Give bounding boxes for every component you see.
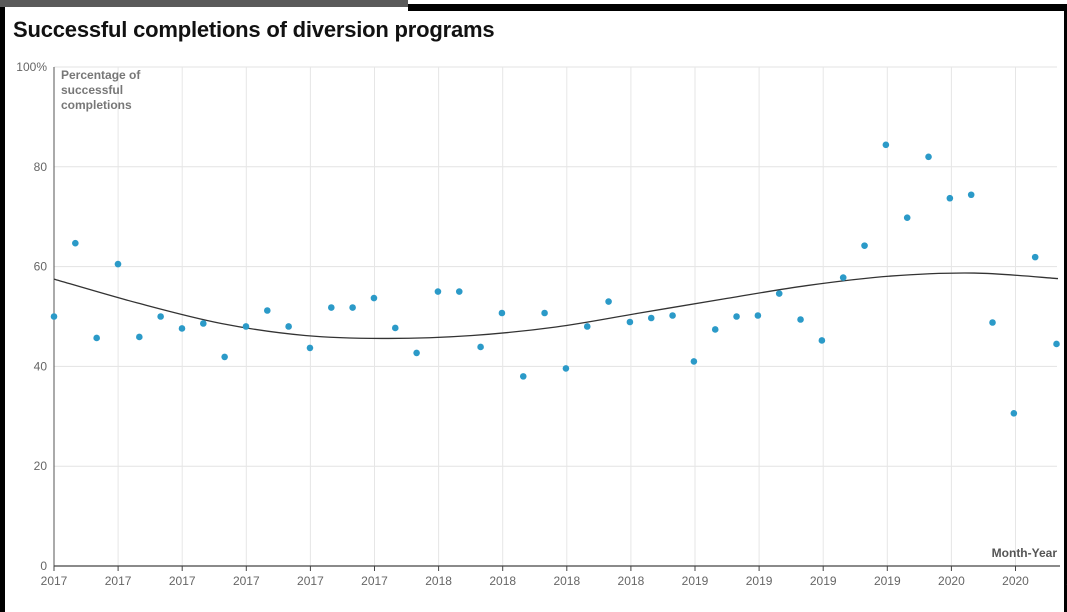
- data-point: [50, 313, 58, 320]
- data-point: [498, 309, 506, 317]
- data-point: [690, 358, 698, 365]
- data-point: [647, 314, 655, 322]
- data-point: [903, 214, 911, 221]
- y-tick-label: 20: [34, 459, 48, 473]
- data-point: [754, 312, 762, 319]
- data-point: [818, 337, 826, 344]
- x-tick-label: 2017: [41, 574, 68, 588]
- window-top-tab: [0, 0, 408, 7]
- data-point: [882, 141, 890, 149]
- x-axis-ticks: 2017 2017 2017 2017 2017 2017 2018 2018 2018 2018…: [41, 566, 1067, 588]
- x-tick-label: 2017: [297, 574, 324, 588]
- data-point: [946, 194, 954, 202]
- x-tick-label: 2017: [233, 574, 260, 588]
- data-point: [264, 307, 271, 314]
- x-tick-label: 2017: [361, 574, 388, 588]
- data-point: [583, 323, 591, 330]
- data-point: [242, 323, 250, 330]
- x-tick-label: 2018: [489, 574, 516, 588]
- data-points: [50, 141, 1060, 417]
- data-point: [669, 312, 676, 319]
- data-point: [221, 353, 228, 361]
- y-tick-label: 80: [34, 160, 48, 174]
- x-tick-label: 2019: [810, 574, 837, 588]
- trendline-curve: [53, 272, 1059, 340]
- data-point: [989, 319, 996, 326]
- data-point: [861, 242, 868, 249]
- x-tick-label: 2020: [1002, 574, 1029, 588]
- window-top-border: [408, 4, 1067, 11]
- grid-lines: [54, 66, 1057, 566]
- x-tick-label: 2019: [746, 574, 773, 588]
- y-tick-label: 60: [34, 260, 48, 274]
- trendline: [53, 272, 1059, 340]
- data-point: [967, 191, 975, 199]
- y-axis-ticks: 0 20 40 60 80 100%: [16, 60, 47, 573]
- x-axis-label: Month-Year: [992, 546, 1058, 560]
- data-point: [114, 260, 122, 268]
- y-axis-label: Percentage of successful completions: [61, 68, 141, 112]
- data-point: [477, 343, 484, 351]
- x-tick-label: 2018: [553, 574, 580, 588]
- data-point: [306, 344, 314, 352]
- data-point: [349, 304, 356, 311]
- data-point: [839, 274, 847, 281]
- x-tick-label: 2019: [682, 574, 709, 588]
- data-point: [541, 309, 548, 317]
- data-point: [434, 288, 442, 295]
- window-left-border: [0, 7, 5, 612]
- data-point: [733, 313, 740, 320]
- data-point: [1010, 410, 1018, 417]
- data-point: [93, 334, 100, 342]
- x-tick-label: 2018: [425, 574, 452, 588]
- data-point: [178, 325, 186, 332]
- x-tick-label: 2017: [105, 574, 132, 588]
- data-point: [370, 294, 378, 302]
- chart-title: Successful completions of diversion prog…: [13, 17, 495, 42]
- data-point: [327, 304, 335, 311]
- data-point: [413, 349, 420, 357]
- data-point: [626, 318, 634, 326]
- x-tick-label: 2018: [618, 574, 645, 588]
- window-right-border: [1064, 7, 1067, 612]
- data-point: [711, 326, 719, 333]
- data-point: [200, 320, 207, 327]
- data-point: [605, 298, 612, 305]
- data-point: [562, 365, 570, 372]
- y-tick-label: 100%: [16, 60, 47, 74]
- data-point: [1031, 253, 1039, 261]
- x-tick-label: 2017: [169, 574, 196, 588]
- data-point: [1053, 340, 1060, 348]
- data-point: [391, 324, 399, 332]
- data-point: [285, 323, 292, 330]
- y-tick-label: 40: [34, 359, 48, 373]
- x-tick-label: 2019: [874, 574, 901, 588]
- data-point: [157, 313, 164, 320]
- data-point: [797, 316, 804, 323]
- data-point: [519, 373, 527, 380]
- data-point: [136, 333, 143, 341]
- data-point: [925, 153, 932, 161]
- data-point: [775, 290, 783, 297]
- data-point: [455, 288, 463, 295]
- x-tick-label: 2020: [938, 574, 965, 588]
- data-point: [72, 239, 79, 247]
- y-tick-label: 0: [40, 559, 47, 573]
- axes: [53, 67, 1060, 567]
